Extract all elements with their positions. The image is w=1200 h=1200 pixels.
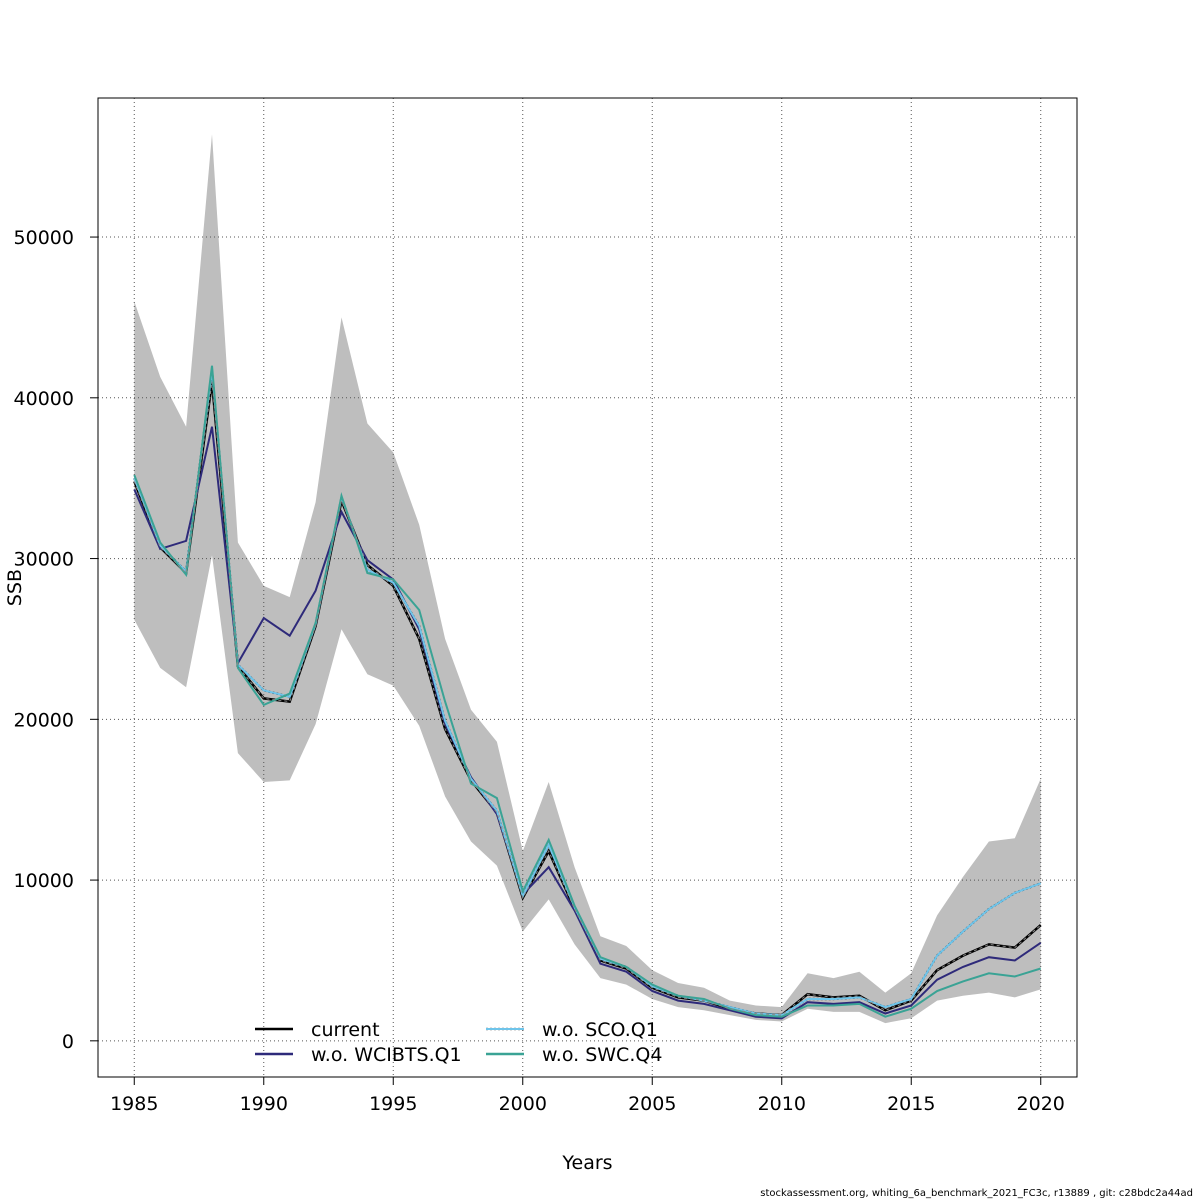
confidence-band-layer: [134, 134, 1041, 1024]
series-line-1: [133, 426, 1042, 1020]
footer-credit: stockassessment.org, whiting_6a_benchmar…: [760, 1188, 1193, 1199]
x-tick-label-2000: 2000: [499, 1093, 547, 1115]
x-tick-label-1985: 1985: [110, 1093, 158, 1115]
y-axis-label: SSB: [4, 569, 26, 606]
y-tick-label-0: 0: [62, 1031, 74, 1053]
legend-label-3: w.o. SWC.Q4: [542, 1044, 662, 1066]
x-tick-label-1995: 1995: [369, 1093, 417, 1115]
legend-label-1: w.o. WCIBTS.Q1: [311, 1044, 462, 1066]
axis-layer: 1985 1990 1995 2000 2005 2010 2015 2020 0 10000 20…: [14, 227, 1065, 1115]
plot-frame: [97, 97, 1078, 1078]
series-line-0-dash: [133, 381, 1042, 1016]
y-tick-label-50000: 50000: [14, 227, 74, 249]
x-tick-label-2015: 2015: [887, 1093, 935, 1115]
x-tick-label-1990: 1990: [240, 1093, 288, 1115]
x-axis-label: Years: [561, 1152, 612, 1174]
x-tick-label-2005: 2005: [628, 1093, 676, 1115]
x-tick-label-2020: 2020: [1017, 1093, 1065, 1115]
y-tick-label-20000: 20000: [14, 709, 74, 731]
y-tick-label-40000: 40000: [14, 388, 74, 410]
series-layer: [133, 365, 1042, 1020]
confidence-band: [134, 134, 1041, 1024]
legend-label-0: current: [311, 1019, 380, 1041]
series-line-3: [133, 365, 1041, 1018]
x-tick-label-2010: 2010: [758, 1093, 806, 1115]
y-tick-label-30000: 30000: [14, 549, 74, 571]
y-tick-label-10000: 10000: [14, 870, 74, 892]
legend-label-2: w.o. SCO.Q1: [542, 1019, 658, 1041]
legend: current w.o. WCIBTS.Q1 w.o. SCO.Q1 w.o. SWC…: [255, 1019, 662, 1066]
